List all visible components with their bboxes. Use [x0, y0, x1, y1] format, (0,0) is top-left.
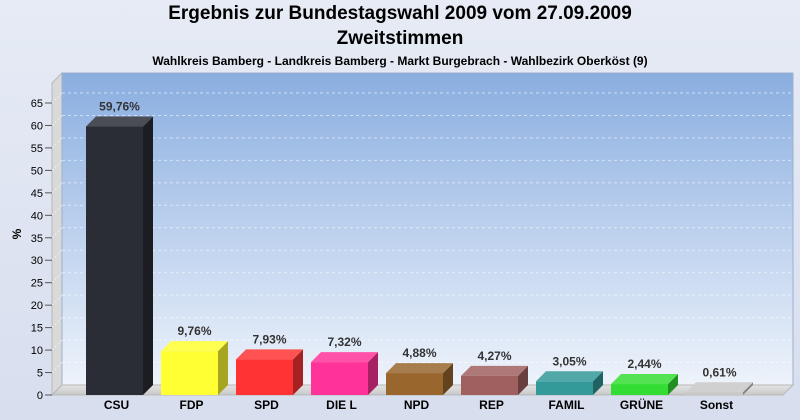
bar — [686, 392, 743, 395]
y-tick-label: 55 — [31, 143, 43, 155]
x-tick-label: Sonst — [700, 398, 733, 412]
bar-side — [218, 341, 228, 395]
bar — [161, 351, 218, 395]
y-tick-label: 40 — [31, 210, 43, 222]
plot-side-wall — [51, 71, 63, 397]
bar-top — [386, 363, 453, 374]
bar — [311, 362, 368, 395]
y-tick-label: 25 — [31, 278, 43, 290]
bar-side — [518, 365, 528, 395]
data-label: 4,88% — [402, 346, 436, 360]
x-tick-label: GRÜNE — [620, 397, 663, 412]
x-tick-label: CSU — [104, 398, 129, 412]
data-label: 7,32% — [327, 335, 361, 349]
bar — [461, 375, 518, 395]
bar — [236, 359, 293, 395]
bar-side — [443, 363, 453, 395]
y-tick-label: 30 — [31, 255, 43, 267]
data-label: 3,05% — [552, 354, 586, 368]
plot-back-wall — [61, 72, 794, 386]
x-tick-label: FDP — [180, 398, 204, 412]
data-label: 7,93% — [252, 332, 286, 346]
y-tick-label: 5 — [37, 368, 43, 380]
bar-top — [611, 374, 678, 385]
y-tick-label: 35 — [31, 233, 43, 245]
bar-top — [536, 371, 603, 382]
y-tick-label: 50 — [31, 165, 43, 177]
bar — [86, 126, 143, 395]
x-tick-label: DIE L — [326, 398, 357, 412]
y-tick-label: 20 — [31, 300, 43, 312]
bar-side — [668, 374, 678, 395]
chart-subtitle: Zweitstimmen — [336, 28, 464, 49]
bar-top — [686, 382, 753, 393]
y-tick-label: 60 — [31, 120, 43, 132]
bar — [611, 384, 668, 395]
x-tick-label: REP — [479, 398, 504, 412]
y-axis-label: % — [10, 228, 24, 239]
data-label: 9,76% — [177, 324, 211, 338]
data-label: 4,27% — [477, 349, 511, 363]
y-tick-label: 10 — [31, 345, 43, 357]
bar — [536, 381, 593, 395]
y-tick-label: 45 — [31, 188, 43, 200]
x-tick-label: NPD — [404, 398, 430, 412]
bar — [386, 373, 443, 395]
chart-caption: Wahlkreis Bamberg - Landkreis Bamberg - … — [152, 54, 648, 68]
bar-top — [86, 116, 153, 127]
data-label: 0,61% — [702, 365, 736, 379]
chart-title: Ergebnis zur Bundestagswahl 2009 vom 27.… — [168, 3, 632, 24]
bar-side — [293, 349, 303, 395]
bar-top — [236, 349, 303, 360]
bar-top — [461, 365, 528, 376]
x-tick-label: SPD — [254, 398, 279, 412]
y-tick-label: 15 — [31, 323, 43, 335]
bar-top — [311, 352, 378, 363]
bar-side — [368, 352, 378, 395]
bar-side — [593, 371, 603, 395]
data-label: 59,76% — [99, 100, 140, 114]
bar-top — [161, 341, 228, 352]
bar-side — [743, 382, 753, 395]
bar-side — [143, 116, 153, 395]
x-tick-label: FAMIL — [549, 398, 585, 412]
y-tick-label: 0 — [37, 390, 43, 402]
y-tick-label: 65 — [31, 98, 43, 110]
data-label: 2,44% — [627, 357, 661, 371]
